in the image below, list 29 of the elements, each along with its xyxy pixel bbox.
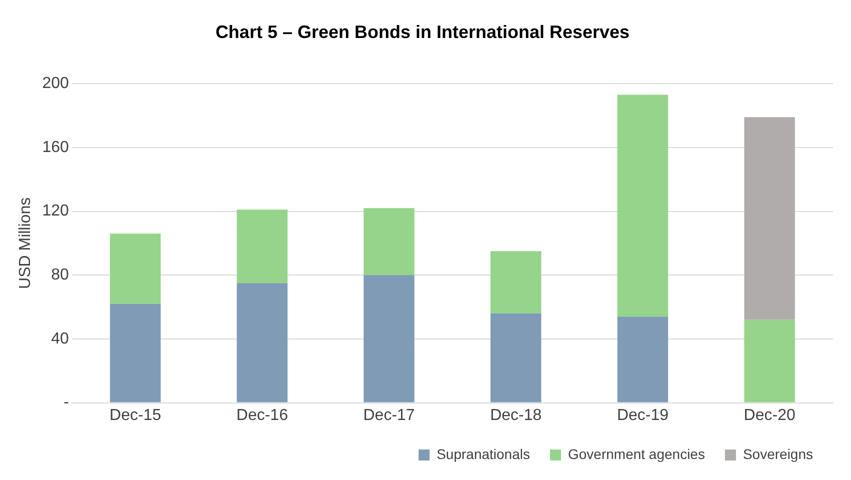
bar [490,313,542,402]
bar [110,304,161,402]
y-tick-label: 80 [51,266,69,284]
y-tick-label: 120 [42,202,69,220]
x-tick-label: Dec-18 [490,406,542,424]
y-tick-label: 160 [42,138,69,156]
bar [236,283,288,402]
y-axis-title: USD Millions [17,197,34,289]
x-tick-label: Dec-19 [616,406,669,424]
bar [617,316,668,402]
bar [110,234,161,304]
bar [744,320,795,402]
bar [490,251,542,314]
x-tick-label: Dec-16 [236,406,288,424]
bar [744,117,795,320]
legend-label: Supranationals [436,446,530,462]
x-tick-label: Dec-17 [363,406,415,424]
bar [364,208,414,276]
x-tick-label: Dec-20 [744,406,796,424]
y-tick-label: - [64,394,69,412]
bar [236,210,288,284]
bar [364,275,414,402]
y-tick-label: 200 [42,75,69,92]
bar [617,94,668,317]
chart-title: Chart 5 – Green Bonds in International Reserves [215,22,630,42]
legend-label: Government agencies [568,446,705,462]
x-tick-label: Dec-15 [110,406,162,424]
y-tick-label: 40 [51,330,69,348]
legend-label: Sovereigns [742,446,814,462]
